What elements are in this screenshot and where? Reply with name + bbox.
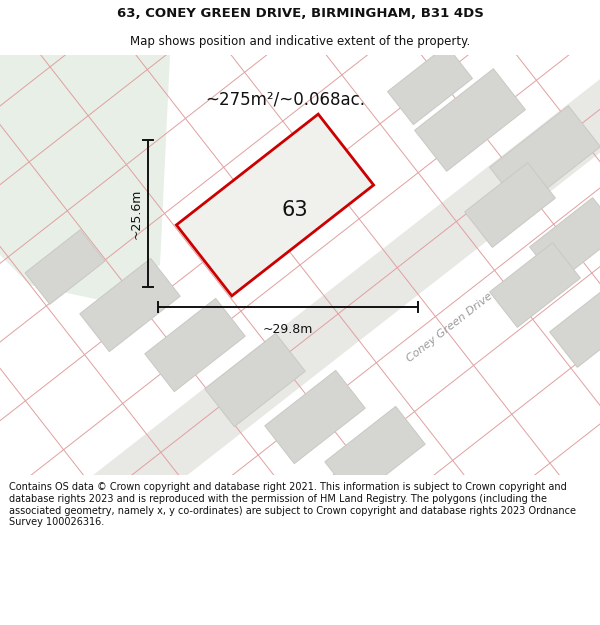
Polygon shape <box>205 333 305 427</box>
Text: 63, CONEY GREEN DRIVE, BIRMINGHAM, B31 4DS: 63, CONEY GREEN DRIVE, BIRMINGHAM, B31 4… <box>116 8 484 20</box>
Text: ~25.6m: ~25.6m <box>130 188 143 239</box>
Polygon shape <box>415 69 526 171</box>
Polygon shape <box>25 230 105 304</box>
Polygon shape <box>325 406 425 499</box>
Text: ~275m²/~0.068ac.: ~275m²/~0.068ac. <box>205 91 365 109</box>
Polygon shape <box>490 242 580 328</box>
Polygon shape <box>80 258 180 352</box>
Polygon shape <box>490 106 600 208</box>
Polygon shape <box>530 198 600 282</box>
Text: ~29.8m: ~29.8m <box>263 323 313 336</box>
Text: Coney Green Drive: Coney Green Drive <box>405 291 495 364</box>
Polygon shape <box>145 298 245 392</box>
Polygon shape <box>550 282 600 368</box>
Polygon shape <box>464 162 556 248</box>
Polygon shape <box>176 114 374 296</box>
Text: Contains OS data © Crown copyright and database right 2021. This information is : Contains OS data © Crown copyright and d… <box>9 482 576 528</box>
Polygon shape <box>265 371 365 464</box>
Polygon shape <box>17 0 600 580</box>
Text: Map shows position and indicative extent of the property.: Map shows position and indicative extent… <box>130 35 470 48</box>
Polygon shape <box>388 46 472 124</box>
Text: 63: 63 <box>281 200 308 220</box>
Polygon shape <box>0 55 170 300</box>
